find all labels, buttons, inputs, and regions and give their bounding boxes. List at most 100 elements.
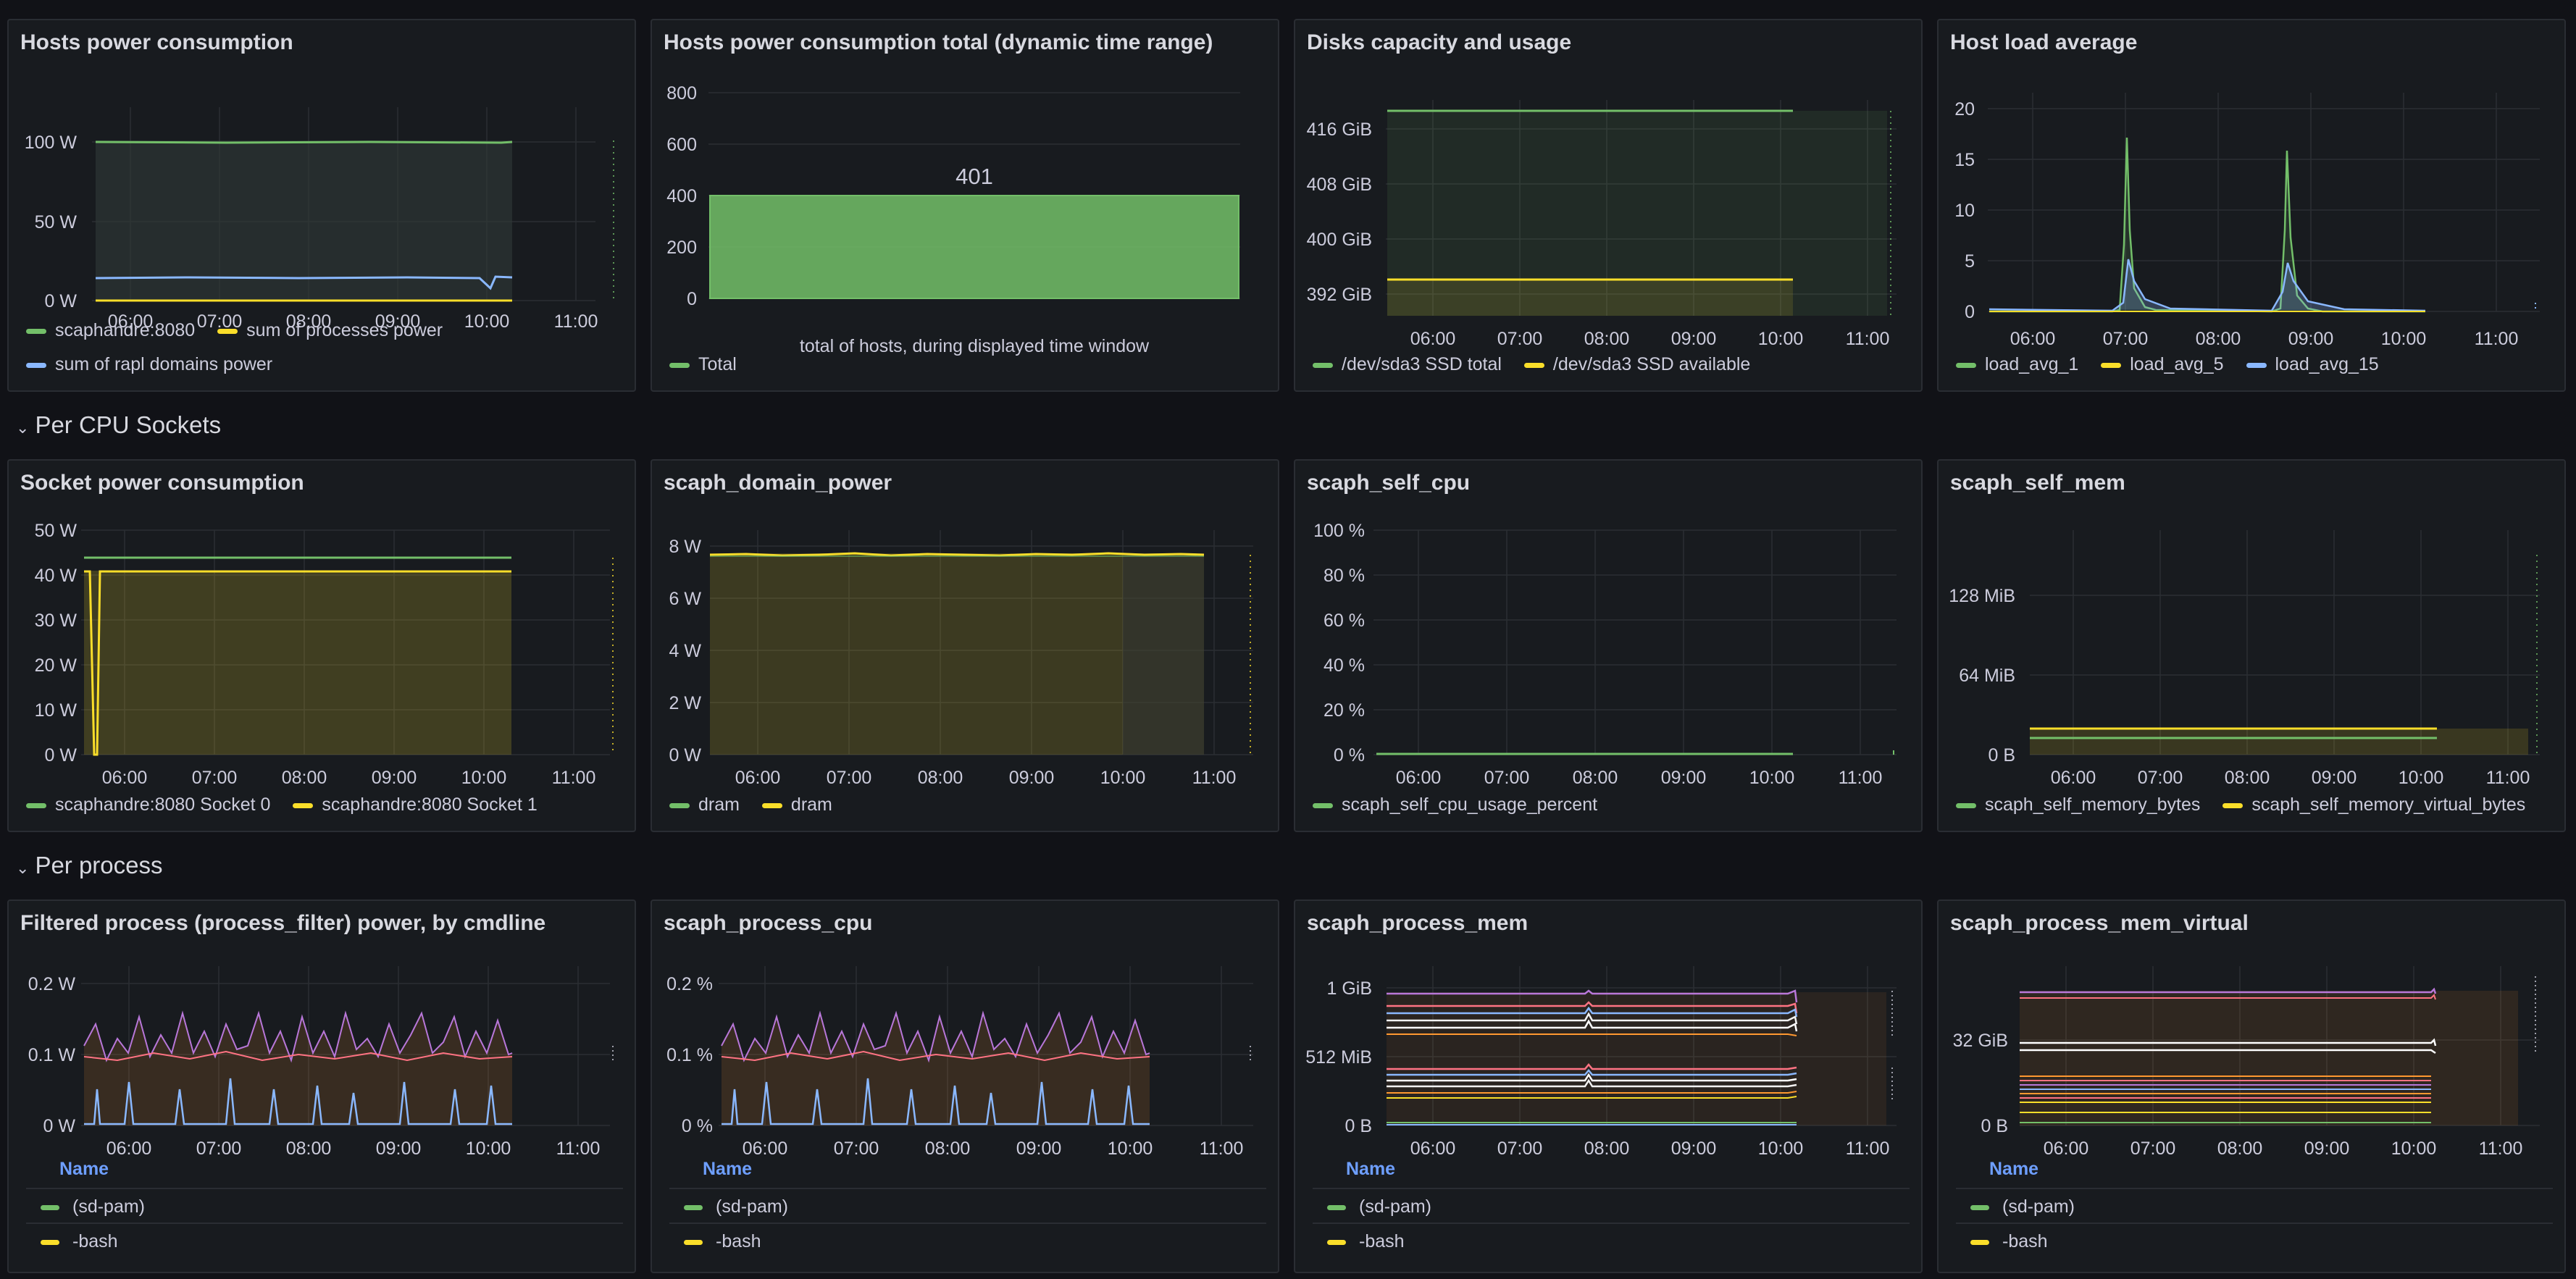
panel-title: Disks capacity and usage [1307, 30, 1572, 54]
self-mem-chart[interactable]: 128 MiB 64 MiB 0 B 06:00 07:00 08:00 09:… [1939, 504, 2567, 808]
y-tick: 5 [1965, 251, 1975, 272]
x-tick: 08:00 [286, 311, 332, 332]
legend-item[interactable]: Total [669, 354, 737, 375]
legend-item[interactable]: sum of processes power [217, 320, 443, 341]
x-tick: 07:00 [1497, 1138, 1543, 1159]
legend-item[interactable]: scaph_self_cpu_usage_percent [1313, 794, 1597, 815]
hosts-total-chart[interactable]: 401 800 600 400 200 0 total of hosts, du… [652, 71, 1281, 361]
x-tick: 09:00 [1671, 1138, 1717, 1159]
x-tick: 08:00 [1584, 329, 1630, 349]
self-cpu-chart[interactable]: 100 % 80 % 60 % 40 % 20 % 0 % 06:00 07:0… [1295, 504, 1924, 808]
x-tick: 10:00 [2391, 1138, 2437, 1159]
x-tick: 10:00 [2399, 768, 2444, 788]
y-tick: 0 % [1334, 745, 1365, 766]
y-tick: 0 W [43, 1116, 76, 1136]
total-bar[interactable] [709, 195, 1239, 299]
process-mem-virtual-chart[interactable]: 32 GiB 0 B 06:00 07:00 08:00 09:00 10:00… [1939, 944, 2567, 1191]
disks-chart[interactable]: 416 GiB 408 GiB 400 GiB 392 GiB 06:00 07… [1295, 71, 1924, 361]
table-header-name[interactable]: Name [1346, 1159, 1396, 1179]
table-row[interactable]: -bash [1956, 1223, 2553, 1259]
legend-item[interactable]: dram [761, 794, 832, 815]
table-header-name[interactable]: Name [59, 1159, 109, 1179]
x-tick: 06:00 [2044, 1138, 2089, 1159]
y-tick: 0.2 W [28, 974, 76, 994]
hosts-power-chart[interactable]: 100 W 50 W 0 W 06:00 07:00 08:00 09:00 1… [9, 85, 637, 390]
panel-title: Host load average [1950, 30, 2138, 54]
x-tick: 09:00 [1016, 1138, 1062, 1159]
panel-hosts-total[interactable]: Hosts power consumption total (dynamic t… [651, 19, 1279, 392]
row-header-per-process[interactable]: ⌄ Per process [16, 852, 163, 878]
x-tick: 08:00 [1573, 768, 1618, 788]
x-tick: 09:00 [2288, 329, 2334, 349]
x-tick: 08:00 [286, 1138, 332, 1159]
panel-process-cpu[interactable]: scaph_process_cpu 0.2 % 0.1 % 0 % 06:00 … [651, 900, 1279, 1273]
legend-item[interactable]: scaphandre:8080 Socket 1 [293, 794, 538, 815]
panel-title: Socket power consumption [20, 471, 304, 495]
panel-disks[interactable]: Disks capacity and usage 416 GiB 408 GiB… [1294, 19, 1923, 392]
y-tick: 0 [687, 289, 697, 309]
legend: /dev/sda3 SSD total /dev/sda3 SSD availa… [1313, 354, 1768, 375]
y-tick: 30 W [35, 611, 78, 631]
panel-title: scaph_domain_power [664, 471, 892, 495]
x-tick: 10:00 [1758, 329, 1804, 349]
x-tick: 11:00 [1846, 329, 1890, 349]
panel-self-cpu[interactable]: scaph_self_cpu 100 % 80 % 60 % 40 % 20 %… [1294, 459, 1923, 832]
domain-power-chart[interactable]: 8 W 6 W 4 W 2 W 0 W 06:00 07:00 08:00 09… [652, 504, 1281, 808]
panel-load-avg[interactable]: Host load average 20 15 10 5 0 06:00 07:… [1937, 19, 2566, 392]
x-tick: 11:00 [556, 1138, 601, 1159]
legend: sum of rapl domains power [26, 354, 290, 375]
table-header-name[interactable]: Name [1989, 1159, 2039, 1179]
panel-hosts-power[interactable]: Hosts power consumption 100 W 50 W 0 W 0… [7, 19, 636, 392]
panel-title: Hosts power consumption total (dynamic t… [664, 30, 1213, 54]
table-row[interactable]: -bash [1313, 1223, 1910, 1259]
table-row[interactable]: (sd-pam) [1313, 1188, 1910, 1224]
panel-process-power[interactable]: Filtered process (process_filter) power,… [7, 900, 636, 1273]
x-tick: 06:00 [2051, 768, 2096, 788]
panel-process-mem[interactable]: scaph_process_mem 1 GiB 512 MiB 0 B 06:0… [1294, 900, 1923, 1273]
y-tick: 15 [1954, 150, 1975, 170]
table-row[interactable]: (sd-pam) [26, 1188, 623, 1224]
x-tick: 06:00 [735, 768, 781, 788]
panel-self-mem[interactable]: scaph_self_mem 128 MiB 64 MiB 0 B 06:00 … [1937, 459, 2566, 832]
legend-item[interactable]: /dev/sda3 SSD available [1523, 354, 1750, 375]
socket-power-chart[interactable]: 50 W 40 W 30 W 20 W 10 W 0 W 06:00 07:00… [9, 504, 637, 808]
legend-item[interactable]: dram [669, 794, 740, 815]
panel-socket-power[interactable]: Socket power consumption 50 W 40 W 30 W … [7, 459, 636, 832]
panel-process-mem-virtual[interactable]: scaph_process_mem_virtual 32 GiB 0 B 06:… [1937, 900, 2566, 1273]
load-avg-chart[interactable]: 20 15 10 5 0 06:00 07:00 08:00 09:00 10:… [1939, 71, 2567, 361]
legend-item[interactable]: /dev/sda3 SSD total [1313, 354, 1502, 375]
row-header-cpu-sockets[interactable]: ⌄ Per CPU Sockets [16, 411, 222, 438]
legend-item[interactable]: scaphandre:8080 Socket 0 [26, 794, 270, 815]
y-tick: 392 GiB [1307, 285, 1372, 305]
y-tick: 408 GiB [1307, 175, 1372, 195]
panel-domain-power[interactable]: scaph_domain_power 8 W 6 W 4 W 2 W 0 W 0… [651, 459, 1279, 832]
y-tick: 512 MiB [1305, 1047, 1372, 1068]
legend-item[interactable]: load_avg_15 [2246, 354, 2379, 375]
x-tick: 08:00 [918, 768, 963, 788]
x-tick: 11:00 [1192, 768, 1237, 788]
legend-item[interactable]: scaph_self_memory_virtual_bytes [2222, 794, 2525, 815]
table-header-name[interactable]: Name [703, 1159, 753, 1179]
legend: load_avg_1 load_avg_5 load_avg_15 [1956, 354, 2396, 375]
legend-item[interactable]: sum of rapl domains power [26, 354, 272, 375]
table-row[interactable]: (sd-pam) [1956, 1188, 2553, 1224]
x-tick: 10:00 [1100, 768, 1146, 788]
table-row[interactable]: (sd-pam) [669, 1188, 1266, 1224]
table-row[interactable]: -bash [26, 1223, 623, 1259]
x-tick: 07:00 [1484, 768, 1530, 788]
x-tick: 09:00 [1661, 768, 1707, 788]
x-tick: 10:00 [1108, 1138, 1153, 1159]
x-tick: 09:00 [2304, 1138, 2350, 1159]
chevron-down-icon: ⌄ [16, 419, 30, 437]
table-row[interactable]: -bash [669, 1223, 1266, 1259]
legend-item[interactable]: load_avg_5 [2101, 354, 2224, 375]
legend: Total [669, 354, 754, 375]
legend-item[interactable]: scaph_self_memory_bytes [1956, 794, 2200, 815]
legend-item[interactable]: scaphandre:8080 [26, 320, 195, 341]
legend-item[interactable]: load_avg_1 [1956, 354, 2078, 375]
process-cpu-chart[interactable]: 0.2 % 0.1 % 0 % 06:00 07:00 08:00 09:00 … [652, 944, 1281, 1191]
x-tick: 09:00 [2312, 768, 2357, 788]
process-power-chart[interactable]: 0.2 W 0.1 W 0 W 06:00 07:00 08:00 09:00 … [9, 944, 637, 1191]
x-tick: 08:00 [925, 1138, 971, 1159]
process-mem-chart[interactable]: 1 GiB 512 MiB 0 B 06:00 07:00 08:00 09:0… [1295, 944, 1924, 1191]
